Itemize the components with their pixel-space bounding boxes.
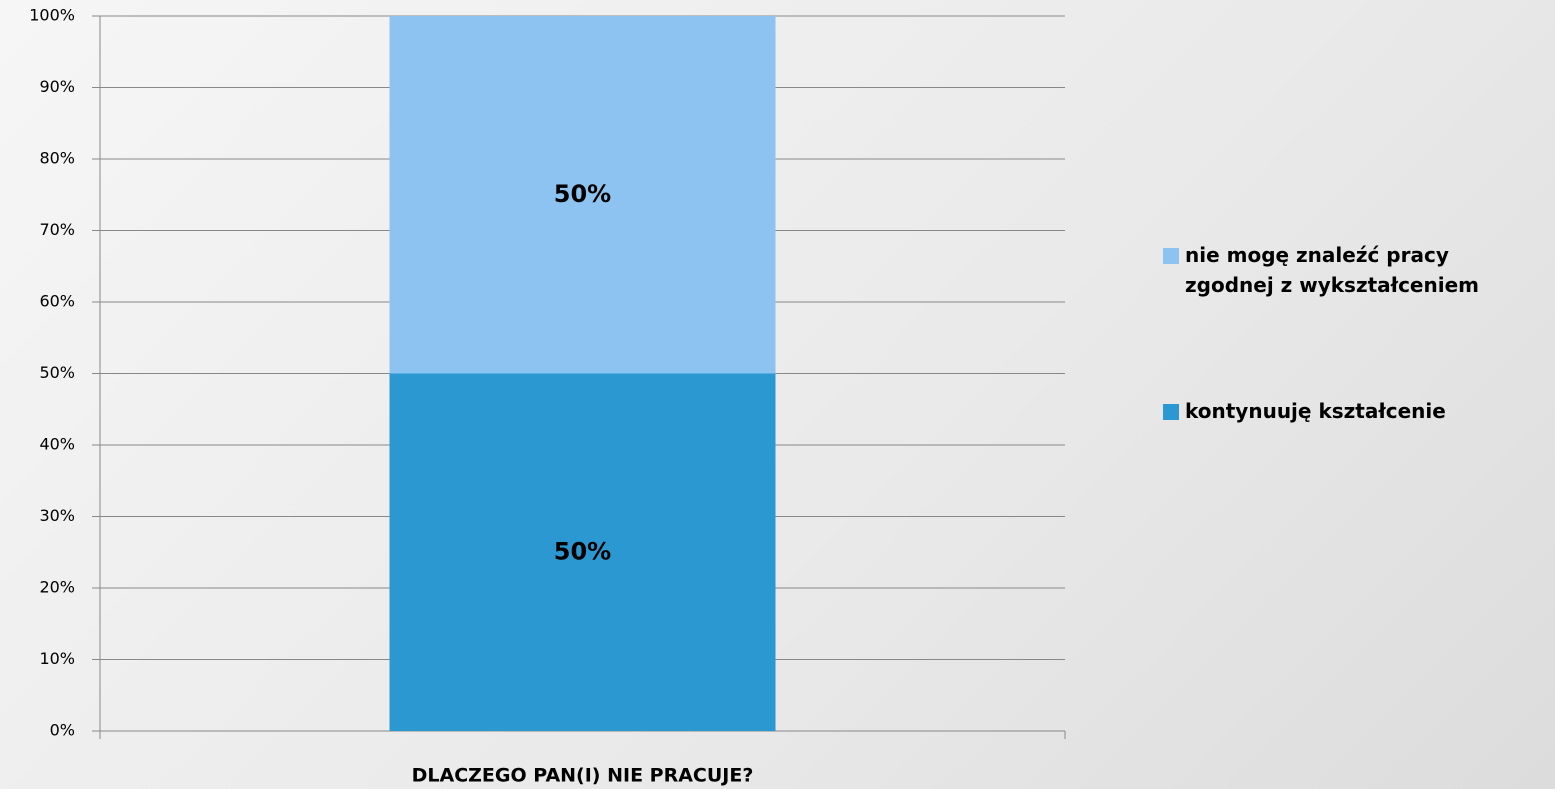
y-tick-label: 0% — [50, 721, 75, 740]
legend-swatch — [1163, 404, 1179, 420]
y-tick-label: 70% — [39, 220, 75, 239]
data-label: 50% — [554, 180, 611, 208]
legend-item: kontynuuję kształcenie — [1163, 396, 1553, 426]
legend: nie mogę znaleźć pracy zgodnej z wykszta… — [1163, 240, 1553, 522]
y-tick-label: 80% — [39, 149, 75, 168]
legend-label: kontynuuję kształcenie — [1185, 399, 1446, 423]
legend-swatch — [1163, 248, 1179, 264]
y-tick-label: 100% — [29, 6, 75, 25]
data-label: 50% — [554, 537, 611, 565]
y-tick-label: 20% — [39, 578, 75, 597]
y-tick-label: 40% — [39, 435, 75, 454]
legend-label: nie mogę znaleźć pracy zgodnej z wykszta… — [1185, 243, 1479, 297]
y-tick-label: 50% — [39, 363, 75, 382]
legend-item: nie mogę znaleźć pracy zgodnej z wykszta… — [1163, 240, 1553, 300]
y-tick-label: 30% — [39, 506, 75, 525]
bar-segment — [389, 373, 776, 731]
y-tick-label: 60% — [39, 292, 75, 311]
y-tick-label: 90% — [39, 77, 75, 96]
x-tick-label: DLACZEGO PAN(I) NIE PRACUJE? — [412, 765, 754, 787]
bar-segment — [389, 16, 776, 374]
y-tick-label: 10% — [39, 649, 75, 668]
